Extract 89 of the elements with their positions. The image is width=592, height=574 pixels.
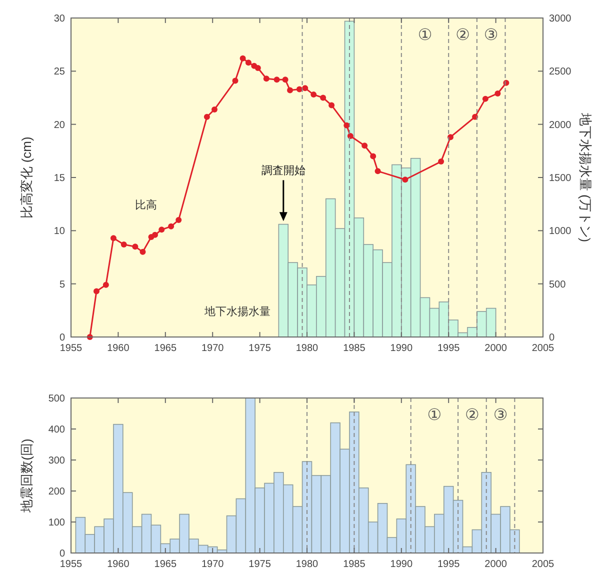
y-tick-label: 0 xyxy=(59,548,66,560)
point xyxy=(370,153,376,160)
point xyxy=(204,114,210,120)
x-tick-label: 2005 xyxy=(532,559,555,570)
point xyxy=(362,142,368,149)
x-tick-label: 1975 xyxy=(248,343,272,354)
point xyxy=(168,223,174,230)
x-tick-label: 1980 xyxy=(296,559,319,570)
x-tick-label: 1970 xyxy=(201,559,224,570)
annotation: ② xyxy=(456,27,470,44)
x-tick-label: 1965 xyxy=(154,343,177,354)
x-tick-label: 1990 xyxy=(390,559,413,570)
y2-tick-label: 1000 xyxy=(549,226,572,238)
x-tick-label: 2000 xyxy=(484,343,508,354)
point xyxy=(374,168,381,174)
y2-tick-label: 2500 xyxy=(549,66,572,78)
annotation: ① xyxy=(427,407,442,424)
point xyxy=(482,96,488,102)
x-tick-label: 1970 xyxy=(201,343,224,354)
point xyxy=(211,106,218,112)
x-tick-label: 1965 xyxy=(154,559,177,570)
point xyxy=(344,122,350,128)
annotation: ③ xyxy=(493,407,508,424)
point xyxy=(310,92,317,98)
point xyxy=(447,134,454,140)
point xyxy=(282,76,288,83)
point xyxy=(328,102,335,108)
y2-axis-title: 地下水揚水量 (万トン) xyxy=(578,112,592,242)
y2-tick-label: 1500 xyxy=(549,173,572,184)
series-label: 比高 xyxy=(135,198,158,212)
y-tick-label: 300 xyxy=(48,456,66,466)
point xyxy=(93,288,100,294)
y-tick-label: 100 xyxy=(48,518,66,528)
y2-tick-label: 500 xyxy=(549,279,566,290)
point xyxy=(263,76,270,82)
annotation: ③ xyxy=(484,27,498,44)
x-tick-label: 1960 xyxy=(107,343,130,354)
y2-tick-label: 3000 xyxy=(549,14,572,24)
y-tick-label: 20 xyxy=(54,120,66,131)
point xyxy=(320,94,326,101)
annotation: 調査開始 xyxy=(261,164,306,178)
y2-tick-label: 2000 xyxy=(549,120,572,131)
point xyxy=(240,55,246,62)
y-tick-label: 15 xyxy=(54,173,66,184)
point xyxy=(296,86,302,92)
series-label: 地下水揚水量 xyxy=(204,305,271,318)
y-tick-label: 30 xyxy=(54,14,66,24)
y-tick-label: 10 xyxy=(54,226,66,238)
point xyxy=(274,76,280,83)
x-tick-label: 1985 xyxy=(343,559,366,570)
y-tick-label: 200 xyxy=(48,486,66,498)
annotation: ② xyxy=(465,407,480,424)
point xyxy=(287,87,294,94)
point xyxy=(110,235,116,242)
y-axis-title: 比高変化 (cm) xyxy=(19,136,34,218)
x-tick-label: 1960 xyxy=(107,559,130,570)
y-tick-label: 5 xyxy=(59,279,66,290)
point xyxy=(140,248,146,255)
point xyxy=(152,232,158,238)
y-tick-label: 400 xyxy=(48,424,66,436)
y-tick-label: 0 xyxy=(59,332,66,344)
point xyxy=(102,282,109,288)
point xyxy=(494,90,501,96)
point xyxy=(347,133,354,140)
x-tick-label: 1980 xyxy=(296,343,319,354)
annotation: ① xyxy=(418,27,432,44)
point xyxy=(402,176,408,183)
y-axis-title: 地震回数(回) xyxy=(19,438,34,514)
point xyxy=(254,64,261,71)
y-tick-label: 25 xyxy=(54,66,66,78)
point xyxy=(245,60,252,66)
point xyxy=(120,241,127,248)
y2-tick-label: 0 xyxy=(549,332,555,344)
y-tick-label: 500 xyxy=(48,394,66,404)
x-tick-label: 1955 xyxy=(60,343,83,354)
point xyxy=(232,78,238,84)
x-tick-label: 1955 xyxy=(60,559,83,570)
point xyxy=(302,85,308,92)
x-tick-label: 2005 xyxy=(532,343,555,354)
point xyxy=(158,226,165,233)
x-tick-label: 1995 xyxy=(437,343,460,354)
x-tick-label: 1985 xyxy=(343,343,366,354)
x-tick-label: 2000 xyxy=(484,559,508,570)
x-tick-label: 1990 xyxy=(390,343,413,354)
point xyxy=(132,244,138,250)
x-tick-label: 1975 xyxy=(248,559,272,570)
point xyxy=(176,217,182,224)
x-tick-label: 1995 xyxy=(437,559,460,570)
point xyxy=(438,158,444,165)
